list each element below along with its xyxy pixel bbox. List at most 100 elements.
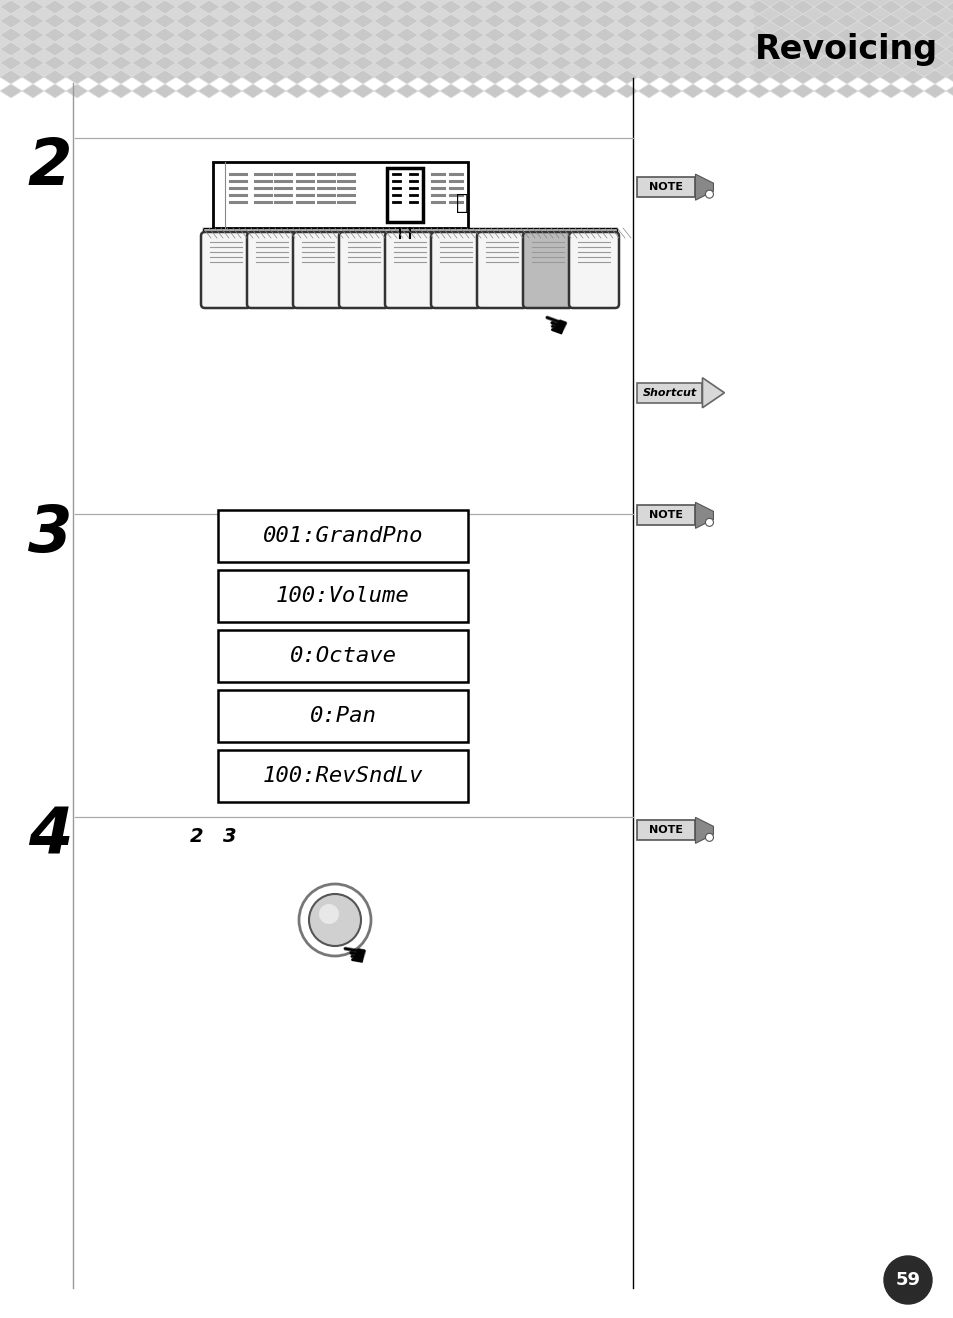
Polygon shape <box>769 70 791 84</box>
Polygon shape <box>308 0 330 14</box>
Text: ☚: ☚ <box>535 308 570 345</box>
Polygon shape <box>264 42 286 55</box>
Polygon shape <box>703 84 725 98</box>
Polygon shape <box>0 55 22 70</box>
Polygon shape <box>681 0 703 14</box>
Polygon shape <box>417 55 439 70</box>
Polygon shape <box>175 84 198 98</box>
Polygon shape <box>550 55 572 70</box>
Polygon shape <box>417 14 439 28</box>
Polygon shape <box>352 0 374 14</box>
Polygon shape <box>483 84 505 98</box>
Polygon shape <box>461 55 483 70</box>
Text: ✋: ✋ <box>456 192 468 214</box>
Polygon shape <box>22 42 44 55</box>
Polygon shape <box>175 28 198 42</box>
Bar <box>218 630 468 681</box>
Polygon shape <box>791 0 813 14</box>
Polygon shape <box>110 28 132 42</box>
Polygon shape <box>88 55 110 70</box>
Polygon shape <box>703 28 725 42</box>
Polygon shape <box>572 84 594 98</box>
Polygon shape <box>417 42 439 55</box>
Polygon shape <box>923 0 945 14</box>
Polygon shape <box>198 84 220 98</box>
Polygon shape <box>461 0 483 14</box>
Polygon shape <box>153 70 175 84</box>
Polygon shape <box>330 28 352 42</box>
Polygon shape <box>505 28 527 42</box>
Polygon shape <box>483 42 505 55</box>
Text: 2: 2 <box>190 826 203 846</box>
Polygon shape <box>616 70 638 84</box>
Polygon shape <box>879 55 901 70</box>
Circle shape <box>704 833 713 841</box>
Polygon shape <box>681 28 703 42</box>
Polygon shape <box>439 42 461 55</box>
Polygon shape <box>594 55 616 70</box>
Polygon shape <box>66 14 88 28</box>
Polygon shape <box>572 70 594 84</box>
Polygon shape <box>638 14 659 28</box>
Text: Shortcut: Shortcut <box>642 387 697 398</box>
Polygon shape <box>747 84 769 98</box>
Bar <box>213 162 468 228</box>
Polygon shape <box>572 0 594 14</box>
Polygon shape <box>725 55 747 70</box>
Polygon shape <box>88 70 110 84</box>
Text: 59: 59 <box>895 1271 920 1289</box>
Polygon shape <box>703 0 725 14</box>
Polygon shape <box>308 28 330 42</box>
Polygon shape <box>132 28 153 42</box>
Polygon shape <box>395 84 417 98</box>
Polygon shape <box>616 14 638 28</box>
Polygon shape <box>505 42 527 55</box>
Polygon shape <box>264 14 286 28</box>
Polygon shape <box>923 42 945 55</box>
Polygon shape <box>483 55 505 70</box>
Text: ☚: ☚ <box>336 940 369 973</box>
Polygon shape <box>242 0 264 14</box>
Polygon shape <box>153 0 175 14</box>
Polygon shape <box>308 42 330 55</box>
Polygon shape <box>703 14 725 28</box>
Polygon shape <box>550 28 572 42</box>
Polygon shape <box>286 42 308 55</box>
FancyBboxPatch shape <box>568 232 618 308</box>
Polygon shape <box>374 28 395 42</box>
Polygon shape <box>88 14 110 28</box>
Circle shape <box>318 904 338 924</box>
Polygon shape <box>769 55 791 70</box>
Polygon shape <box>594 84 616 98</box>
Polygon shape <box>198 42 220 55</box>
Polygon shape <box>417 70 439 84</box>
Polygon shape <box>945 55 953 70</box>
Polygon shape <box>220 70 242 84</box>
Polygon shape <box>681 70 703 84</box>
Polygon shape <box>44 70 66 84</box>
Polygon shape <box>638 42 659 55</box>
Polygon shape <box>22 0 44 14</box>
Polygon shape <box>0 42 22 55</box>
Polygon shape <box>769 0 791 14</box>
Bar <box>218 510 468 561</box>
Polygon shape <box>175 14 198 28</box>
Polygon shape <box>923 28 945 42</box>
Polygon shape <box>945 70 953 84</box>
Polygon shape <box>395 0 417 14</box>
Polygon shape <box>132 70 153 84</box>
Polygon shape <box>659 84 681 98</box>
Polygon shape <box>747 55 769 70</box>
Polygon shape <box>527 70 550 84</box>
Polygon shape <box>813 14 835 28</box>
Polygon shape <box>66 70 88 84</box>
Polygon shape <box>857 14 879 28</box>
Polygon shape <box>395 70 417 84</box>
Polygon shape <box>791 14 813 28</box>
Polygon shape <box>220 55 242 70</box>
Circle shape <box>883 1256 931 1304</box>
Polygon shape <box>594 14 616 28</box>
Polygon shape <box>264 55 286 70</box>
Polygon shape <box>659 55 681 70</box>
Polygon shape <box>461 42 483 55</box>
